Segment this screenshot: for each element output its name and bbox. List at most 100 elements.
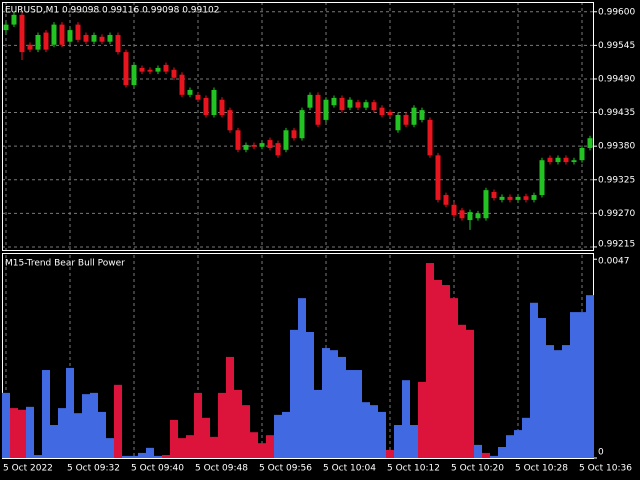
candle-body xyxy=(339,97,345,111)
histogram-bar xyxy=(522,417,530,458)
histogram-bar xyxy=(274,414,282,458)
histogram-bar xyxy=(234,389,242,458)
histogram-bar xyxy=(218,392,226,458)
histogram-bar xyxy=(90,392,98,458)
candle-body xyxy=(483,190,489,219)
x-tick-label: 5 Oct 10:12 xyxy=(387,464,440,474)
candle-body xyxy=(515,196,521,200)
candle-body xyxy=(267,140,273,148)
histogram-bar xyxy=(186,435,194,458)
candle-body xyxy=(259,143,265,147)
candle-body xyxy=(195,94,201,100)
candle-body xyxy=(555,157,561,163)
candle-body xyxy=(75,24,81,40)
histogram-bar xyxy=(450,298,458,458)
candle-body xyxy=(107,34,113,42)
x-tick-label: 5 Oct 2022 xyxy=(3,464,53,474)
histogram-bar xyxy=(58,408,66,458)
candle-body xyxy=(307,94,313,108)
histogram-bar xyxy=(474,444,482,458)
candle-body xyxy=(35,34,41,50)
histogram-bar xyxy=(362,402,370,458)
histogram-bar xyxy=(74,413,82,458)
histogram-bar xyxy=(354,370,362,458)
histogram-bar xyxy=(290,329,298,458)
candle-body xyxy=(419,110,425,120)
histogram-bar xyxy=(154,455,162,458)
candle-body xyxy=(347,99,353,108)
candle-body xyxy=(547,157,553,163)
candle-body xyxy=(379,107,385,116)
candle-body xyxy=(315,94,321,125)
histogram-bar xyxy=(394,425,402,458)
histogram-bar xyxy=(410,425,418,458)
candle-body xyxy=(147,69,153,72)
candle-body xyxy=(227,110,233,131)
x-tick-label: 5 Oct 10:04 xyxy=(323,464,376,474)
candle-body xyxy=(435,155,441,200)
candle-body xyxy=(203,97,209,116)
candle-body xyxy=(363,102,369,108)
histogram-bar xyxy=(570,312,578,458)
histogram-bar xyxy=(226,356,234,458)
y-tick-label: 0.99435 xyxy=(598,108,635,118)
candle-body xyxy=(467,212,473,221)
y-tick-label: 0.99545 xyxy=(598,41,635,51)
candle-body xyxy=(91,34,97,42)
y-tick-label: 0.99215 xyxy=(598,240,635,250)
candle-body xyxy=(443,195,449,205)
candle-body xyxy=(387,111,393,116)
histogram-bar xyxy=(586,295,594,458)
histogram-bar xyxy=(466,329,474,458)
candle-body xyxy=(499,196,505,200)
histogram-bar xyxy=(178,438,186,458)
histogram-bar xyxy=(146,447,154,458)
histogram-bar xyxy=(18,409,26,458)
candle-body xyxy=(219,99,225,116)
candle-body xyxy=(371,102,377,111)
histogram-bar xyxy=(530,302,538,458)
candle-body xyxy=(283,130,289,150)
histogram-bar xyxy=(306,331,314,458)
histogram-bar xyxy=(98,411,106,458)
histogram-bar xyxy=(114,384,122,458)
candle-body xyxy=(475,213,481,219)
histogram-bar xyxy=(346,370,354,458)
histogram-bar xyxy=(578,312,586,458)
histogram-bar xyxy=(546,345,554,458)
y-tick-label: 0.99380 xyxy=(598,142,635,152)
histogram-bar xyxy=(138,452,146,458)
histogram-bar xyxy=(26,406,34,458)
histogram-bar xyxy=(538,318,546,458)
candle-body xyxy=(427,119,433,156)
x-tick-label: 5 Oct 10:28 xyxy=(515,464,568,474)
candle-body xyxy=(19,14,25,53)
candle-body xyxy=(251,144,257,147)
x-tick-label: 5 Oct 09:48 xyxy=(195,464,248,474)
histogram-bar xyxy=(370,405,378,458)
candle-body xyxy=(67,30,73,42)
candle-body xyxy=(179,74,185,95)
candle-body xyxy=(531,195,537,200)
candle-body xyxy=(59,24,65,45)
candle-body xyxy=(139,67,145,72)
y-tick-label: 0.99490 xyxy=(598,74,635,84)
histogram-bar xyxy=(130,455,138,458)
candle-body xyxy=(291,130,297,139)
histogram-bar xyxy=(210,436,218,458)
x-tick-label: 5 Oct 09:40 xyxy=(131,464,184,474)
histogram-bar xyxy=(10,408,18,458)
histogram-bar xyxy=(106,438,114,458)
histogram-bar xyxy=(338,356,346,458)
histogram-bar xyxy=(82,394,90,458)
candle-body xyxy=(563,157,569,163)
histogram-bar xyxy=(122,455,130,458)
x-tick-label: 5 Oct 10:36 xyxy=(579,464,632,474)
histogram-bar xyxy=(554,350,562,458)
candle-body xyxy=(587,138,593,148)
histogram-bar xyxy=(458,324,466,458)
histogram-bar xyxy=(442,285,450,458)
price-panel-frame xyxy=(2,2,594,251)
candle-body xyxy=(235,130,241,150)
